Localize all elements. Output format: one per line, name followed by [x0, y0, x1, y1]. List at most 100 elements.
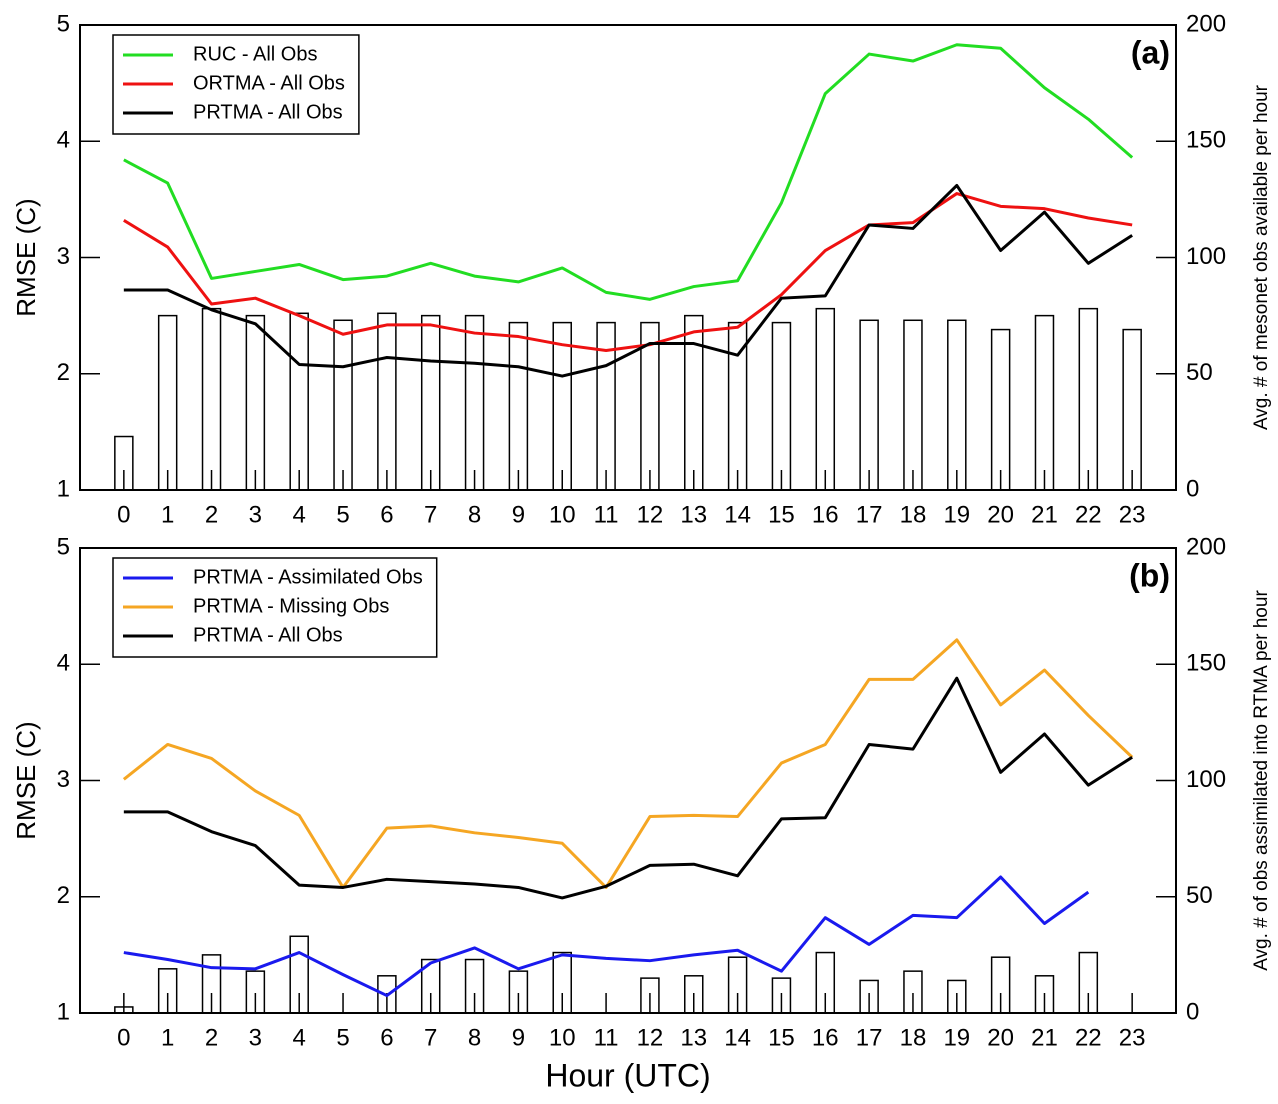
y2-tick-label: 150	[1186, 650, 1226, 677]
bar	[596, 321, 616, 491]
x-tick-label: 16	[812, 1024, 839, 1051]
bar	[1078, 307, 1099, 491]
bar	[771, 321, 792, 491]
y-tick-label: 3	[57, 243, 70, 270]
x-axis-label: Hour (UTC)	[545, 1057, 710, 1093]
bar	[377, 312, 397, 491]
x-tick-label: 23	[1119, 1024, 1146, 1051]
x-tick-label: 10	[549, 1024, 576, 1051]
bar	[990, 328, 1011, 491]
x-tick-label: 3	[249, 501, 262, 528]
legend-label: RUC - All Obs	[193, 43, 317, 65]
x-tick-label: 11	[594, 501, 619, 528]
x-tick-label: 16	[812, 501, 839, 528]
x-tick-label: 3	[249, 1024, 262, 1051]
x-tick-label: 11	[594, 1024, 619, 1051]
x-tick-label: 5	[336, 501, 349, 528]
x-tick-label: 17	[856, 1024, 883, 1051]
line	[123, 43, 1134, 301]
x-tick-label: 18	[900, 1024, 927, 1051]
y-tick-label: 1	[57, 475, 70, 502]
x-tick-label: 8	[468, 1024, 481, 1051]
line	[123, 192, 1133, 352]
x-tick-label: 22	[1075, 1024, 1102, 1051]
x-tick-label: 13	[680, 1024, 707, 1051]
x-tick-label: 7	[424, 501, 437, 528]
x-tick-label: 14	[724, 501, 751, 528]
y2-tick-label: 50	[1186, 882, 1213, 909]
bar	[420, 314, 441, 491]
x-tick-label: 19	[943, 501, 970, 528]
x-tick-label: 22	[1075, 501, 1102, 528]
legend-label: PRTMA - Missing Obs	[193, 595, 389, 617]
y-tick-label: 4	[57, 650, 70, 677]
x-tick-label: 12	[637, 501, 664, 528]
bar	[464, 314, 485, 491]
panel-label: (a)	[1131, 34, 1170, 70]
legend-label: PRTMA - Assimilated Obs	[193, 566, 423, 588]
bar	[508, 321, 529, 491]
x-tick-label: 5	[336, 1024, 349, 1051]
x-tick-label: 15	[768, 1024, 795, 1051]
y2-tick-label: 100	[1186, 766, 1226, 793]
x-tick-label: 2	[205, 501, 218, 528]
x-tick-label: 2	[205, 1024, 218, 1051]
x-tick-label: 8	[468, 501, 481, 528]
bar	[333, 319, 353, 491]
x-tick-label: 14	[724, 1024, 751, 1051]
y2-tick-label: 50	[1186, 359, 1213, 386]
legend-label: ORTMA - All Obs	[193, 72, 345, 94]
x-tick-label: 21	[1031, 1024, 1058, 1051]
y-tick-label: 2	[57, 882, 70, 909]
y2-tick-label: 0	[1186, 475, 1199, 502]
x-tick-label: 20	[987, 1024, 1014, 1051]
line	[122, 638, 1134, 889]
y2-tick-label: 200	[1186, 10, 1226, 37]
bar	[815, 307, 836, 491]
x-tick-label: 1	[161, 501, 174, 528]
x-tick-label: 10	[549, 501, 576, 528]
x-tick-label: 23	[1119, 501, 1146, 528]
legend-label: PRTMA - All Obs	[193, 624, 343, 646]
y2-axis-label: Avg. # of mesonet obs available per hour	[1251, 84, 1272, 430]
y-tick-label: 3	[57, 766, 70, 793]
x-tick-label: 19	[943, 1024, 970, 1051]
x-tick-label: 0	[117, 501, 130, 528]
x-tick-label: 4	[293, 501, 306, 528]
x-tick-label: 7	[424, 1024, 437, 1051]
legend-label: PRTMA - All Obs	[193, 101, 343, 123]
y2-tick-label: 0	[1186, 998, 1199, 1025]
y-tick-label: 1	[57, 998, 70, 1025]
bar	[289, 312, 309, 491]
y-axis-label: RMSE (C)	[11, 198, 41, 316]
bar	[552, 321, 572, 491]
x-tick-label: 21	[1031, 501, 1058, 528]
x-tick-label: 20	[987, 501, 1014, 528]
x-tick-label: 9	[512, 1024, 525, 1051]
x-tick-label: 15	[768, 501, 795, 528]
y-tick-label: 5	[57, 10, 70, 37]
y2-tick-label: 150	[1186, 127, 1226, 154]
line	[123, 676, 1133, 900]
y2-tick-label: 200	[1186, 533, 1226, 560]
y-tick-label: 5	[57, 533, 70, 560]
x-tick-label: 9	[512, 501, 525, 528]
x-tick-label: 13	[680, 501, 707, 528]
bar	[684, 314, 704, 491]
x-tick-label: 6	[380, 1024, 393, 1051]
line	[123, 875, 1090, 998]
bar	[201, 307, 222, 491]
bar	[947, 319, 967, 491]
y-tick-label: 2	[57, 359, 70, 386]
x-tick-label: 12	[637, 1024, 664, 1051]
x-tick-label: 6	[380, 501, 393, 528]
x-tick-label: 1	[161, 1024, 174, 1051]
x-tick-label: 17	[856, 501, 883, 528]
bar	[245, 314, 266, 491]
bar	[1122, 328, 1142, 491]
bar	[903, 319, 923, 491]
y-tick-label: 4	[57, 127, 70, 154]
x-tick-label: 4	[293, 1024, 306, 1051]
bar	[1034, 314, 1055, 491]
